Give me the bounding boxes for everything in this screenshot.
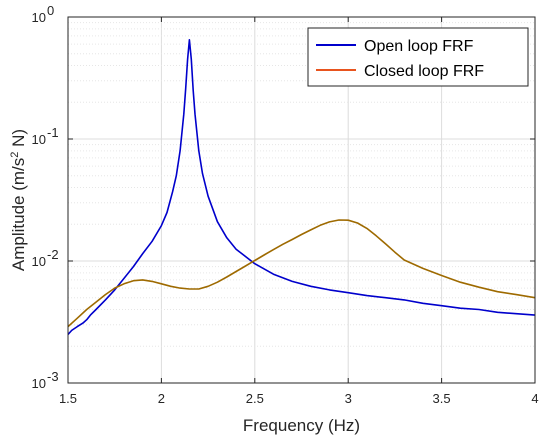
y-tick-label-exponent: -3: [47, 369, 59, 384]
y-axis-label-suffix: N): [9, 129, 28, 152]
y-tick-label-exponent: 0: [47, 3, 54, 18]
grid: [68, 17, 535, 383]
x-axis-label: Frequency (Hz): [243, 416, 360, 435]
x-tick-label: 1.5: [59, 391, 77, 406]
y-tick-label: 10: [32, 132, 46, 147]
x-tick-label: 2: [158, 391, 165, 406]
legend: Open loop FRF Closed loop FRF: [307, 27, 529, 87]
series-line-open-loop: [67, 39, 536, 336]
x-tick-label: 3: [345, 391, 352, 406]
x-tick-label: 4: [531, 391, 538, 406]
y-tick-label-base: 10: [32, 254, 46, 269]
y-axis-label-superscript: 2: [9, 152, 21, 158]
legend-label-open-loop: Open loop FRF: [364, 38, 474, 55]
series-line-closed-loop: [67, 219, 536, 328]
legend-label-closed-loop: Closed loop FRF: [364, 63, 484, 80]
x-tick-label: 2.5: [246, 391, 264, 406]
y-tick-label: 10: [32, 254, 46, 269]
plot-frame: [67, 16, 536, 384]
y-tick-label-base: 10: [32, 132, 46, 147]
y-tick-label: 10: [32, 376, 46, 391]
legend-box: [307, 27, 529, 87]
axis-ticks: [67, 16, 536, 384]
y-tick-label-exponent: -2: [47, 247, 59, 262]
y-axis-label-prefix: Amplitude (m/s: [9, 158, 28, 271]
x-tick-labels: 1.5 2 2.5 3 3.5 4: [59, 391, 539, 406]
y-tick-label: 10: [32, 10, 46, 25]
y-tick-label-exponent: -1: [47, 125, 59, 140]
x-tick-label: 3.5: [433, 391, 451, 406]
series-lines: [67, 39, 536, 336]
y-tick-label-base: 10: [32, 10, 46, 25]
y-axis-label: Amplitude (m/s2 N): [9, 129, 28, 271]
y-tick-label-base: 10: [32, 376, 46, 391]
